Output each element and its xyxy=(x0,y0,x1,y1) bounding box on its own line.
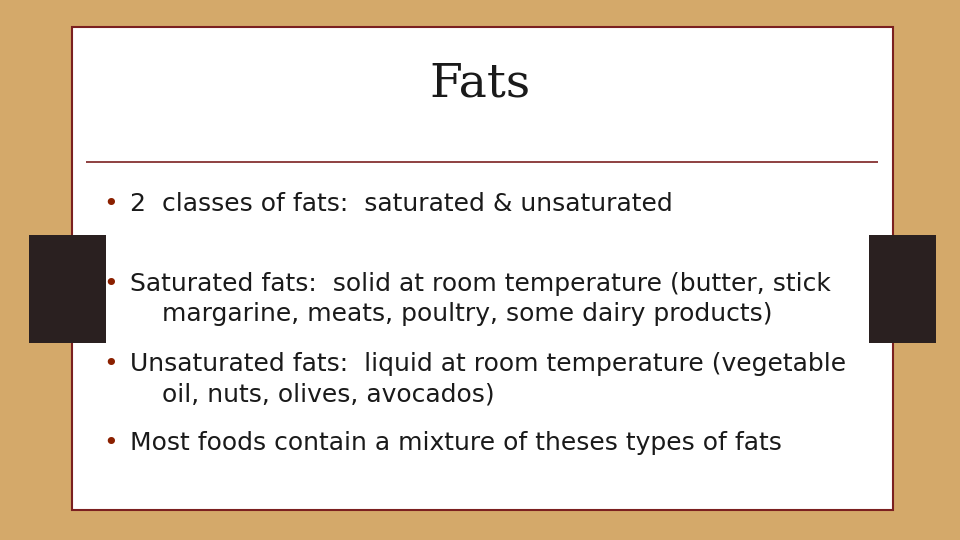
Text: •: • xyxy=(103,431,118,455)
Bar xyxy=(29,235,106,343)
Text: Saturated fats:  solid at room temperature (butter, stick
    margarine, meats, : Saturated fats: solid at room temperatur… xyxy=(130,272,830,326)
Text: Unsaturated fats:  liquid at room temperature (vegetable
    oil, nuts, olives, : Unsaturated fats: liquid at room tempera… xyxy=(130,352,846,406)
Text: •: • xyxy=(103,352,118,375)
Bar xyxy=(869,235,936,343)
Text: •: • xyxy=(103,192,118,215)
Text: •: • xyxy=(103,272,118,295)
Text: 2  classes of fats:  saturated & unsaturated: 2 classes of fats: saturated & unsaturat… xyxy=(130,192,672,215)
Text: Most foods contain a mixture of theses types of fats: Most foods contain a mixture of theses t… xyxy=(130,431,781,455)
FancyBboxPatch shape xyxy=(72,27,893,510)
Text: Fats: Fats xyxy=(429,61,531,106)
